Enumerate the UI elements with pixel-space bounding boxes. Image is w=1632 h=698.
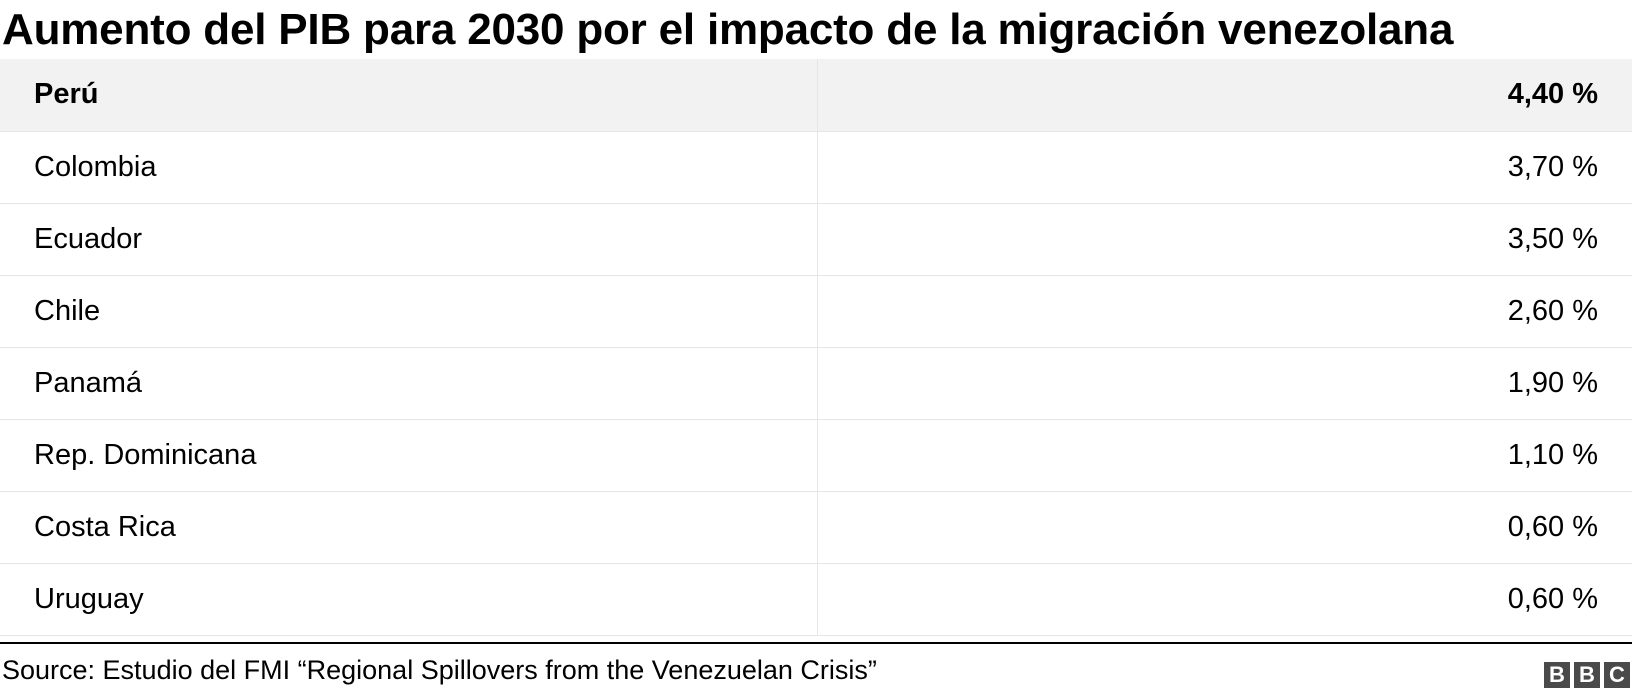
bbc-logo-letter: B (1574, 662, 1600, 688)
data-table: Perú 4,40 % Colombia 3,70 % Ecuador 3,50… (0, 59, 1632, 636)
header-value-cell: 4,40 % (817, 59, 1632, 132)
table-header-row: Perú 4,40 % (0, 59, 1632, 132)
table-row: Costa Rica 0,60 % (0, 491, 1632, 564)
chart-title: Aumento del PIB para 2030 por el impacto… (2, 5, 1454, 54)
row-value-cell: 2,60 % (817, 275, 1632, 348)
bbc-logo-letter: C (1604, 662, 1630, 688)
table-row: Ecuador 3,50 % (0, 203, 1632, 276)
row-label-cell: Colombia (0, 131, 818, 204)
row-value-cell: 1,90 % (817, 347, 1632, 420)
row-label-cell: Ecuador (0, 203, 818, 276)
table-body: Perú 4,40 % Colombia 3,70 % Ecuador 3,50… (0, 59, 1632, 636)
row-value-cell: 3,50 % (817, 203, 1632, 276)
table-row: Chile 2,60 % (0, 275, 1632, 348)
table-row: Colombia 3,70 % (0, 131, 1632, 204)
row-value-cell: 1,10 % (817, 419, 1632, 492)
row-label-cell: Uruguay (0, 563, 818, 636)
source-note: Source: Estudio del FMI “Regional Spillo… (2, 655, 877, 685)
bbc-logo: B B C (1544, 662, 1630, 688)
table-row: Rep. Dominicana 1,10 % (0, 419, 1632, 492)
table-row: Panamá 1,90 % (0, 347, 1632, 420)
row-label-cell: Chile (0, 275, 818, 348)
footer-divider (0, 642, 1632, 644)
bbc-logo-letter: B (1544, 662, 1570, 688)
row-value-cell: 0,60 % (817, 491, 1632, 564)
row-label-cell: Rep. Dominicana (0, 419, 818, 492)
row-label-cell: Panamá (0, 347, 818, 420)
row-label-cell: Costa Rica (0, 491, 818, 564)
header-label-cell: Perú (0, 59, 818, 132)
row-value-cell: 0,60 % (817, 563, 1632, 636)
table-row: Uruguay 0,60 % (0, 563, 1632, 636)
row-value-cell: 3,70 % (817, 131, 1632, 204)
